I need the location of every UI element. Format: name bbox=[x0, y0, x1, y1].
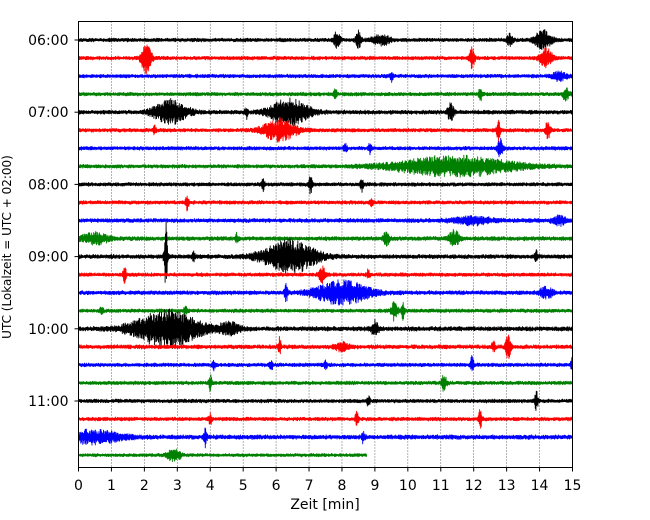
trace-0730 bbox=[78, 137, 573, 158]
x-tick-label: 12 bbox=[465, 478, 483, 494]
y-tick-label: 11:00 bbox=[28, 394, 68, 410]
x-tick-label: 14 bbox=[531, 478, 549, 494]
x-tick-label: 5 bbox=[239, 478, 248, 494]
trace-0700 bbox=[78, 97, 573, 127]
trace-1145 bbox=[78, 448, 368, 463]
x-tick-label: 11 bbox=[432, 478, 450, 494]
trace-1015 bbox=[78, 334, 573, 359]
trace-0815 bbox=[78, 195, 573, 212]
x-tick-label: 7 bbox=[305, 478, 314, 494]
trace-0600 bbox=[78, 29, 573, 51]
y-tick-label: 10:00 bbox=[28, 322, 68, 338]
x-tick-label: 2 bbox=[140, 478, 149, 494]
x-axis-title: Zeit [min] bbox=[290, 497, 359, 513]
trace-0915 bbox=[78, 265, 573, 284]
x-axis-ticks: 0 1 2 3 4 5 6 7 8 9 10 11 12 13 14 15 bbox=[74, 467, 582, 494]
x-tick-label: 6 bbox=[272, 478, 281, 494]
trace-0945 bbox=[78, 301, 573, 322]
y-tick-label: 09:00 bbox=[28, 250, 68, 266]
plot-frame bbox=[78, 21, 573, 468]
trace-0900 bbox=[78, 221, 573, 283]
trace-0930 bbox=[78, 279, 573, 306]
x-tick-label: 8 bbox=[338, 478, 347, 494]
y-tick-label: 08:00 bbox=[28, 177, 68, 193]
x-tick-label: 3 bbox=[173, 478, 182, 494]
seismogram-traces bbox=[78, 29, 573, 463]
trace-0830 bbox=[78, 214, 573, 227]
trace-1030 bbox=[78, 355, 573, 372]
x-tick-label: 13 bbox=[498, 478, 516, 494]
x-tick-label: 9 bbox=[370, 478, 379, 494]
y-axis-title: UTC (Lokalzeit = UTC + 02:00) bbox=[0, 155, 14, 339]
y-tick-label: 07:00 bbox=[28, 105, 68, 121]
x-tick-label: 1 bbox=[107, 478, 116, 494]
x-tick-label: 4 bbox=[206, 478, 215, 494]
trace-0645 bbox=[78, 87, 573, 102]
x-tick-label: 10 bbox=[399, 478, 417, 494]
grid-lines bbox=[111, 21, 540, 468]
trace-1115 bbox=[78, 409, 573, 429]
trace-1130 bbox=[78, 427, 573, 449]
trace-0630 bbox=[78, 70, 573, 83]
x-tick-label: 0 bbox=[74, 478, 83, 494]
trace-1045 bbox=[78, 374, 573, 393]
y-tick-label: 06:00 bbox=[28, 33, 68, 49]
trace-1000 bbox=[78, 308, 573, 349]
trace-1100 bbox=[78, 390, 573, 411]
trace-0745 bbox=[78, 154, 573, 178]
trace-0845 bbox=[78, 228, 573, 247]
y-axis-ticks: 06:00 07:00 08:00 09:00 10:00 11:00 bbox=[28, 33, 79, 410]
trace-0615 bbox=[78, 44, 573, 74]
trace-0800 bbox=[78, 176, 573, 195]
x-tick-label: 15 bbox=[564, 478, 582, 494]
trace-0715 bbox=[78, 117, 573, 143]
